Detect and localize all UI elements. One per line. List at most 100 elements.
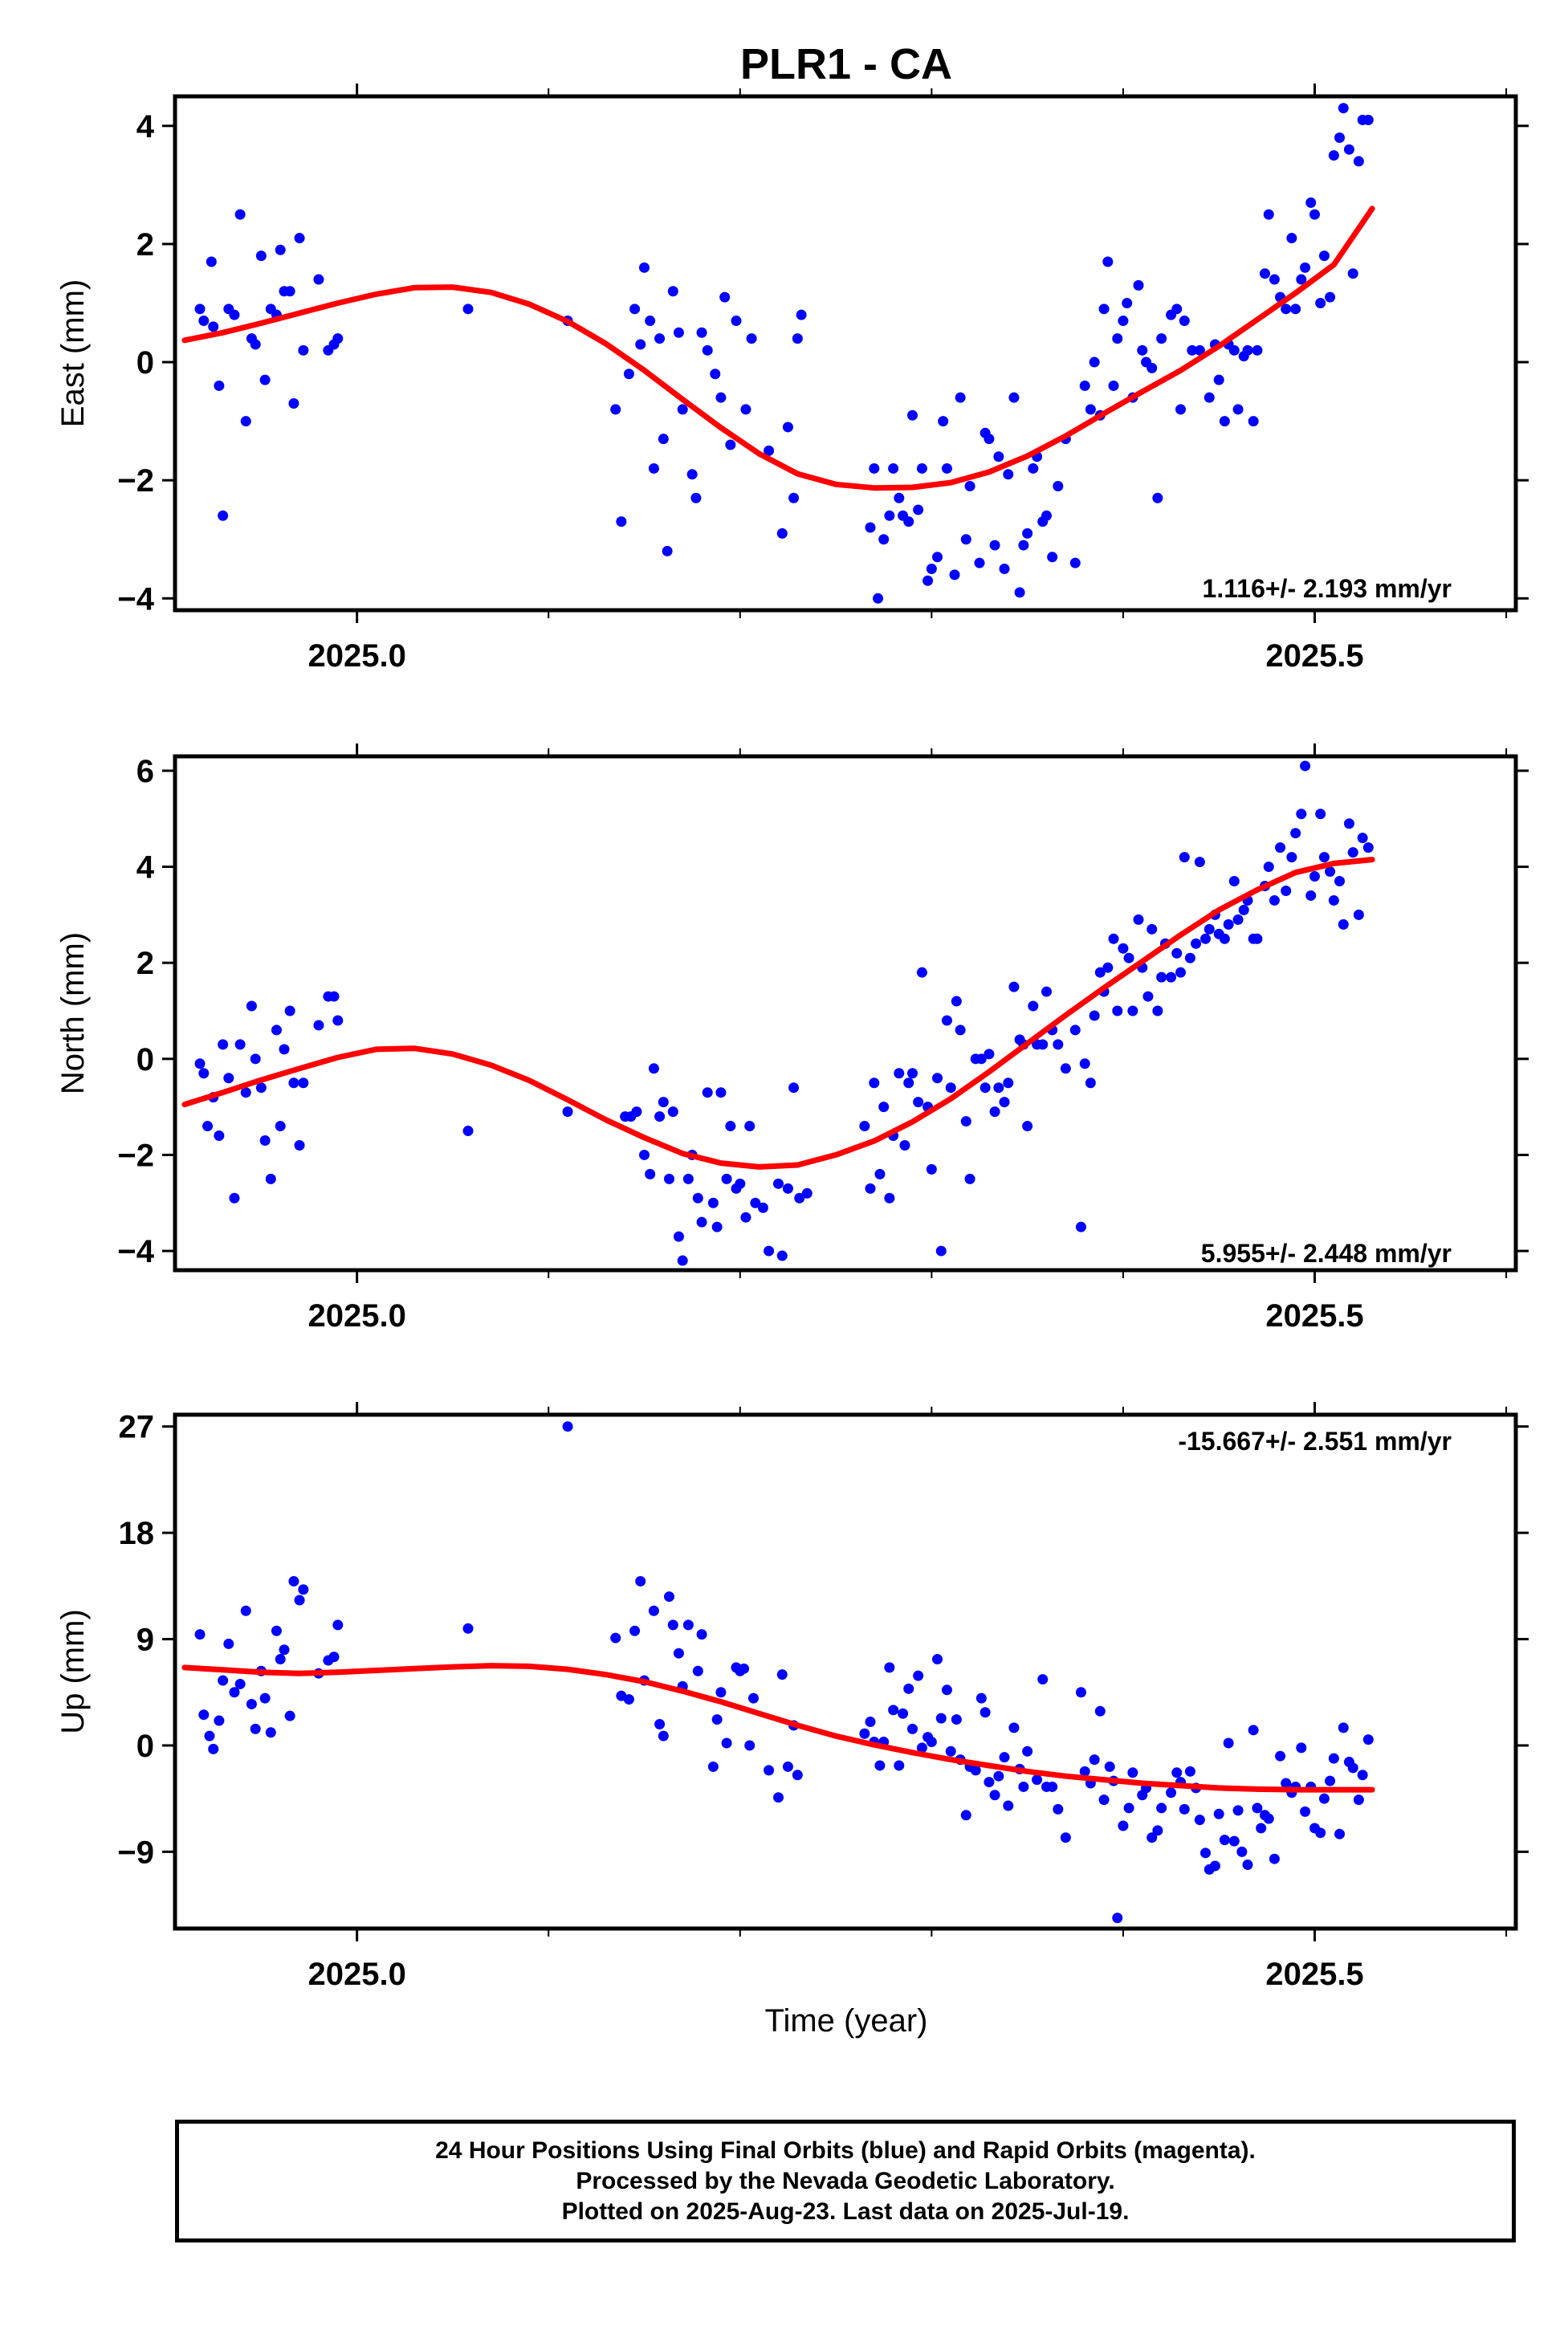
data-point — [1137, 344, 1148, 356]
data-point — [298, 344, 309, 356]
data-point — [1127, 1767, 1138, 1778]
y-tick-label: 6 — [136, 754, 154, 789]
data-point — [1122, 297, 1133, 308]
data-point — [707, 1197, 719, 1208]
y-tick-label: 27 — [119, 1410, 155, 1445]
data-point — [1069, 557, 1081, 568]
data-point — [801, 1187, 813, 1199]
y-tick-label: −9 — [117, 1835, 154, 1870]
data-point — [1300, 1806, 1311, 1817]
data-point — [255, 1082, 267, 1094]
data-point — [234, 209, 246, 220]
data-point — [935, 1713, 947, 1724]
data-point — [1102, 256, 1114, 267]
data-point — [298, 1077, 309, 1089]
data-point — [773, 1178, 784, 1189]
data-point — [1053, 1039, 1064, 1050]
data-point — [932, 1654, 943, 1665]
data-point — [949, 569, 960, 580]
data-point — [710, 369, 721, 380]
data-point — [250, 1053, 261, 1065]
data-point — [1041, 510, 1052, 521]
data-point — [218, 1675, 229, 1686]
data-point — [1263, 209, 1274, 220]
data-point — [1075, 1221, 1086, 1232]
y-tick-label: 2 — [136, 946, 154, 981]
data-point — [916, 462, 927, 474]
data-point — [1296, 274, 1307, 285]
data-point — [903, 1077, 914, 1089]
data-point — [1281, 885, 1292, 896]
data-point — [878, 534, 890, 545]
data-point — [725, 1121, 736, 1132]
data-point — [1014, 587, 1025, 598]
y-tick-label: 0 — [136, 1042, 154, 1077]
data-point — [979, 1707, 991, 1718]
data-point — [960, 1810, 971, 1821]
data-point — [214, 1715, 225, 1726]
data-point — [1075, 1687, 1086, 1698]
data-point — [198, 316, 210, 327]
data-point — [284, 286, 295, 297]
data-point — [1242, 1860, 1253, 1871]
data-point — [623, 1694, 634, 1705]
data-point — [1328, 1753, 1339, 1764]
data-point — [874, 1168, 886, 1179]
data-point — [715, 1087, 727, 1098]
data-point — [229, 1687, 240, 1698]
data-point — [903, 1683, 914, 1694]
data-point — [1203, 392, 1215, 403]
data-point — [926, 1163, 937, 1175]
data-point — [648, 1063, 659, 1074]
model-fit-curve — [181, 1663, 1375, 1793]
data-point — [1256, 1823, 1267, 1834]
data-point — [764, 445, 775, 456]
data-point — [744, 1740, 755, 1751]
data-point — [884, 1192, 895, 1204]
data-point — [907, 1068, 918, 1079]
data-point — [941, 1684, 952, 1696]
data-point — [1003, 1077, 1014, 1089]
data-point — [916, 967, 927, 978]
data-point — [744, 1121, 755, 1132]
data-point — [271, 1024, 282, 1036]
data-point — [1242, 344, 1253, 356]
footer-line-3: Plotted on 2025-Aug-23. Last data on 202… — [561, 2198, 1130, 2225]
data-point — [664, 1591, 675, 1603]
data-point — [686, 469, 698, 480]
data-point — [214, 380, 225, 391]
data-point — [955, 392, 966, 403]
data-point — [265, 1173, 276, 1184]
data-point — [198, 1068, 210, 1079]
data-point — [1263, 862, 1274, 873]
data-point — [1315, 1827, 1326, 1839]
data-point — [1037, 1039, 1049, 1050]
data-point — [702, 344, 713, 356]
data-point — [926, 564, 937, 575]
data-point — [223, 1073, 234, 1084]
data-point — [975, 1053, 987, 1065]
data-point — [204, 1730, 215, 1741]
data-point — [711, 1221, 723, 1232]
data-point — [1089, 1754, 1100, 1766]
data-point — [750, 1197, 761, 1208]
data-point — [757, 1202, 768, 1213]
data-point — [194, 1629, 206, 1640]
data-point — [865, 522, 876, 533]
data-point — [1353, 156, 1364, 167]
data-point — [218, 510, 229, 521]
data-point — [1171, 1767, 1183, 1778]
footer-line-2: Processed by the Nevada Geodetic Laborat… — [576, 2167, 1115, 2194]
data-point — [275, 1121, 286, 1132]
data-point — [1123, 1802, 1134, 1814]
y-tick-label: −2 — [117, 463, 154, 499]
data-point — [1187, 344, 1198, 356]
data-point — [1200, 1847, 1212, 1859]
data-point — [796, 309, 807, 320]
data-point — [288, 398, 299, 409]
data-point — [993, 451, 1004, 462]
data-point — [1079, 1058, 1090, 1069]
footer-line-1: 24 Hour Positions Using Final Orbits (bl… — [435, 2137, 1256, 2164]
data-point — [776, 1669, 788, 1680]
